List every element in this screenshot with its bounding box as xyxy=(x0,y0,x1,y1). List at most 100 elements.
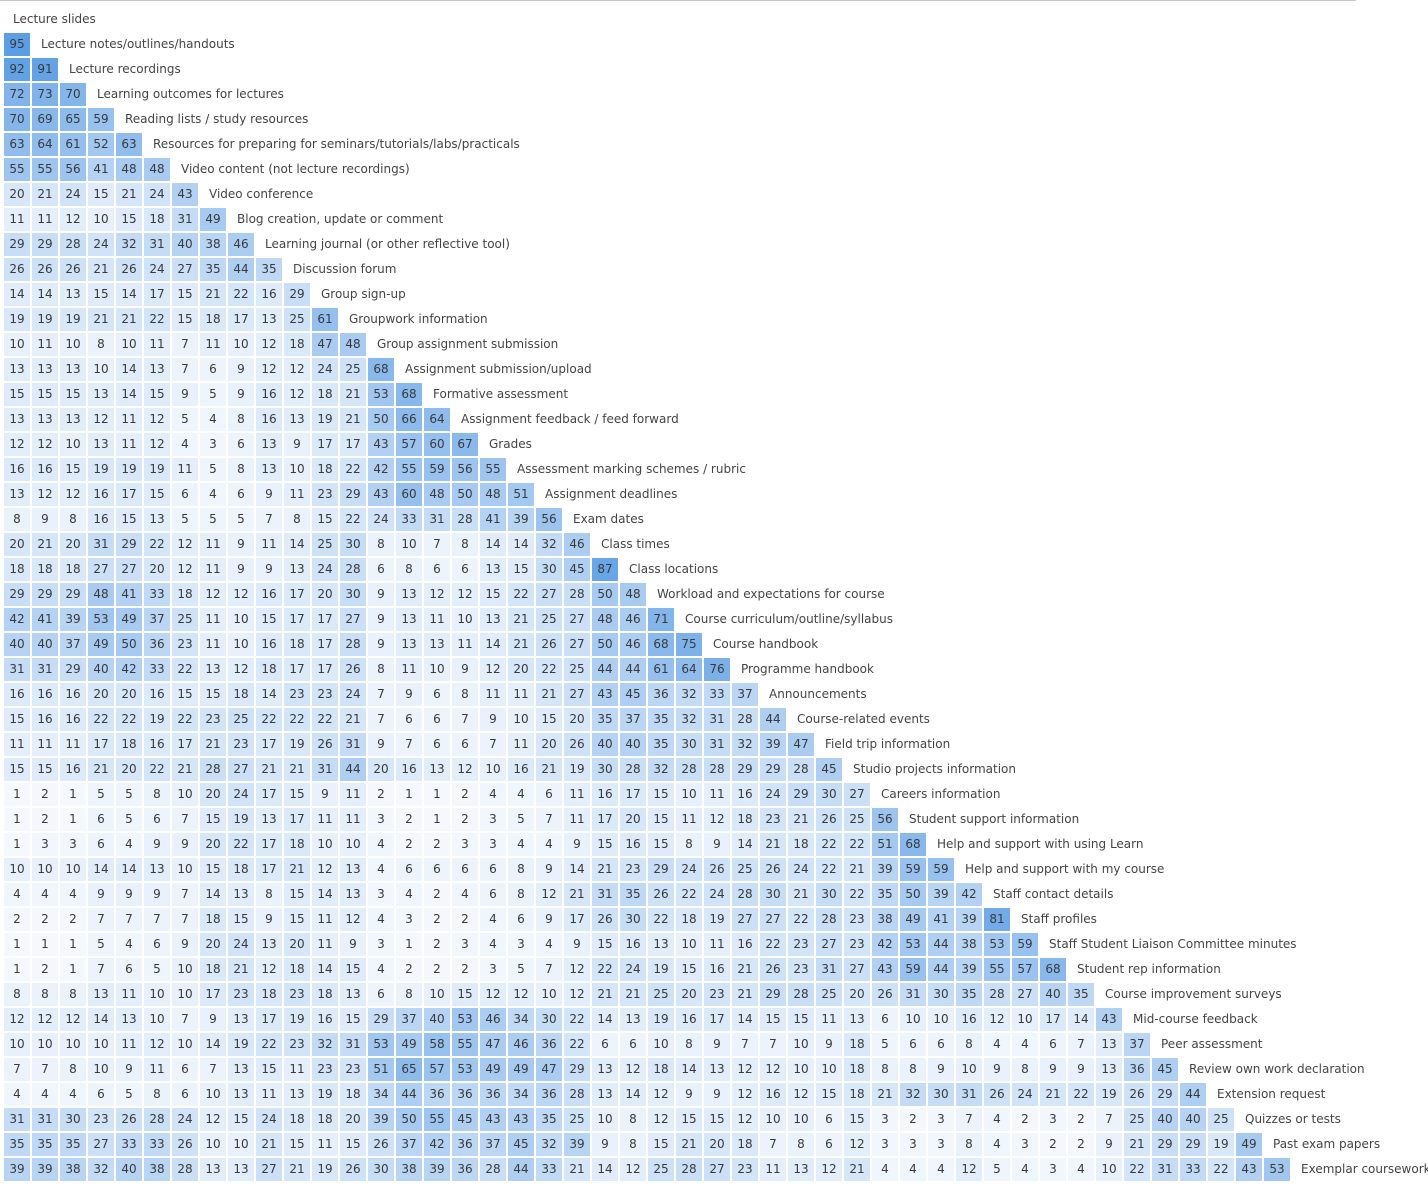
heatmap-cell: 25 xyxy=(284,308,310,331)
heatmap-cell: 2 xyxy=(32,783,58,806)
heatmap-cell: 9 xyxy=(396,683,422,706)
heatmap-cell: 21 xyxy=(676,1133,702,1156)
heatmap-cell: 12 xyxy=(648,1083,674,1106)
heatmap-cell: 36 xyxy=(424,1083,450,1106)
heatmap-cell: 1 xyxy=(60,783,86,806)
heatmap-cell: 17 xyxy=(620,783,646,806)
heatmap-cell: 24 xyxy=(760,783,786,806)
heatmap-cell: 52 xyxy=(88,133,114,156)
heatmap-cell: 39 xyxy=(956,958,982,981)
heatmap-cell: 7 xyxy=(88,958,114,981)
heatmap-cell: 8 xyxy=(396,558,422,581)
heatmap-cell: 45 xyxy=(564,558,590,581)
heatmap-cell: 18 xyxy=(284,633,310,656)
heatmap-cell: 19 xyxy=(88,458,114,481)
heatmap-cell: 23 xyxy=(312,483,338,506)
heatmap-cell: 18 xyxy=(228,683,254,706)
heatmap-cell: 6 xyxy=(368,983,394,1006)
heatmap-cell: 43 xyxy=(592,683,618,706)
heatmap-cell: 22 xyxy=(788,908,814,931)
heatmap-cell: 36 xyxy=(452,1083,478,1106)
heatmap-cell: 8 xyxy=(228,458,254,481)
heatmap-cell: 10 xyxy=(60,1033,86,1056)
heatmap-cell: 12 xyxy=(312,858,338,881)
heatmap-cell: 18 xyxy=(312,1108,338,1131)
heatmap-cell: 4 xyxy=(1012,1033,1038,1056)
heatmap-cell: 49 xyxy=(1236,1133,1262,1156)
heatmap-cell: 36 xyxy=(144,633,170,656)
heatmap-cell: 16 xyxy=(508,758,534,781)
heatmap-cell: 14 xyxy=(116,383,142,406)
heatmap-cell: 31 xyxy=(32,658,58,681)
heatmap-cell: 11 xyxy=(144,1058,170,1081)
heatmap-cell: 13 xyxy=(144,358,170,381)
heatmap-cell: 69 xyxy=(32,108,58,131)
heatmap-cell: 9 xyxy=(564,833,590,856)
heatmap-cell: 20 xyxy=(564,708,590,731)
heatmap-cell: 10 xyxy=(60,333,86,356)
heatmap-cell: 15 xyxy=(200,808,226,831)
heatmap-cell: 21 xyxy=(256,1133,282,1156)
heatmap-cell: 30 xyxy=(60,1108,86,1131)
heatmap-cell: 7 xyxy=(760,1133,786,1156)
heatmap-cell: 9 xyxy=(704,1033,730,1056)
heatmap-cell: 2 xyxy=(452,908,478,931)
heatmap-cell: 9 xyxy=(1068,1058,1094,1081)
heatmap-cell: 9 xyxy=(228,558,254,581)
heatmap-cell: 18 xyxy=(172,583,198,606)
heatmap-cell: 11 xyxy=(200,558,226,581)
heatmap-cell: 12 xyxy=(60,483,86,506)
heatmap-cell: 23 xyxy=(228,983,254,1006)
heatmap-cell: 13 xyxy=(256,933,282,956)
heatmap-cell: 8 xyxy=(396,983,422,1006)
heatmap-cell: 55 xyxy=(396,458,422,481)
heatmap-cell: 26 xyxy=(984,1083,1010,1106)
row-label: Workload and expectations for course xyxy=(657,587,885,601)
heatmap-cell: 15 xyxy=(648,1133,674,1156)
heatmap-cell: 24 xyxy=(704,883,730,906)
heatmap-cell: 11 xyxy=(116,1033,142,1056)
heatmap-cell: 10 xyxy=(676,933,702,956)
heatmap-cell: 41 xyxy=(480,508,506,531)
heatmap-cell: 5 xyxy=(228,508,254,531)
heatmap-cell: 3 xyxy=(452,933,478,956)
heatmap-cell: 22 xyxy=(676,883,702,906)
heatmap-cell: 41 xyxy=(88,158,114,181)
row-label: Course-related events xyxy=(797,712,930,726)
heatmap-cell: 9 xyxy=(144,883,170,906)
heatmap-cell: 28 xyxy=(340,558,366,581)
heatmap-cell: 10 xyxy=(816,1058,842,1081)
heatmap-cell: 5 xyxy=(172,508,198,531)
heatmap-cell: 27 xyxy=(228,758,254,781)
heatmap-cell: 15 xyxy=(228,1108,254,1131)
heatmap-cell: 13 xyxy=(788,1158,814,1181)
heatmap-cell: 51 xyxy=(508,483,534,506)
heatmap-cell: 48 xyxy=(592,608,618,631)
heatmap-cell: 10 xyxy=(88,1058,114,1081)
heatmap-cell: 11 xyxy=(396,658,422,681)
heatmap-cell: 15 xyxy=(312,508,338,531)
heatmap-cell: 9 xyxy=(368,583,394,606)
heatmap-cell: 49 xyxy=(116,608,142,631)
heatmap-cell: 9 xyxy=(116,883,142,906)
heatmap-cell: 15 xyxy=(172,283,198,306)
heatmap-cell: 15 xyxy=(284,783,310,806)
heatmap-cell: 21 xyxy=(508,633,534,656)
heatmap-cell: 14 xyxy=(116,358,142,381)
heatmap-cell: 24 xyxy=(368,508,394,531)
heatmap-cell: 21 xyxy=(284,758,310,781)
heatmap-cell: 33 xyxy=(116,1133,142,1156)
heatmap-cell: 39 xyxy=(4,1158,30,1181)
heatmap-cell: 6 xyxy=(480,883,506,906)
heatmap-cell: 43 xyxy=(172,183,198,206)
heatmap-cell: 14 xyxy=(88,858,114,881)
heatmap-cell: 45 xyxy=(508,1133,534,1156)
heatmap-cell: 35 xyxy=(648,708,674,731)
heatmap-cell: 17 xyxy=(284,808,310,831)
heatmap-cell: 36 xyxy=(536,1033,562,1056)
heatmap-cell: 7 xyxy=(536,808,562,831)
heatmap-cell: 29 xyxy=(340,483,366,506)
heatmap-cell: 14 xyxy=(592,1008,618,1031)
heatmap-cell: 13 xyxy=(256,433,282,456)
heatmap-cell: 29 xyxy=(116,533,142,556)
